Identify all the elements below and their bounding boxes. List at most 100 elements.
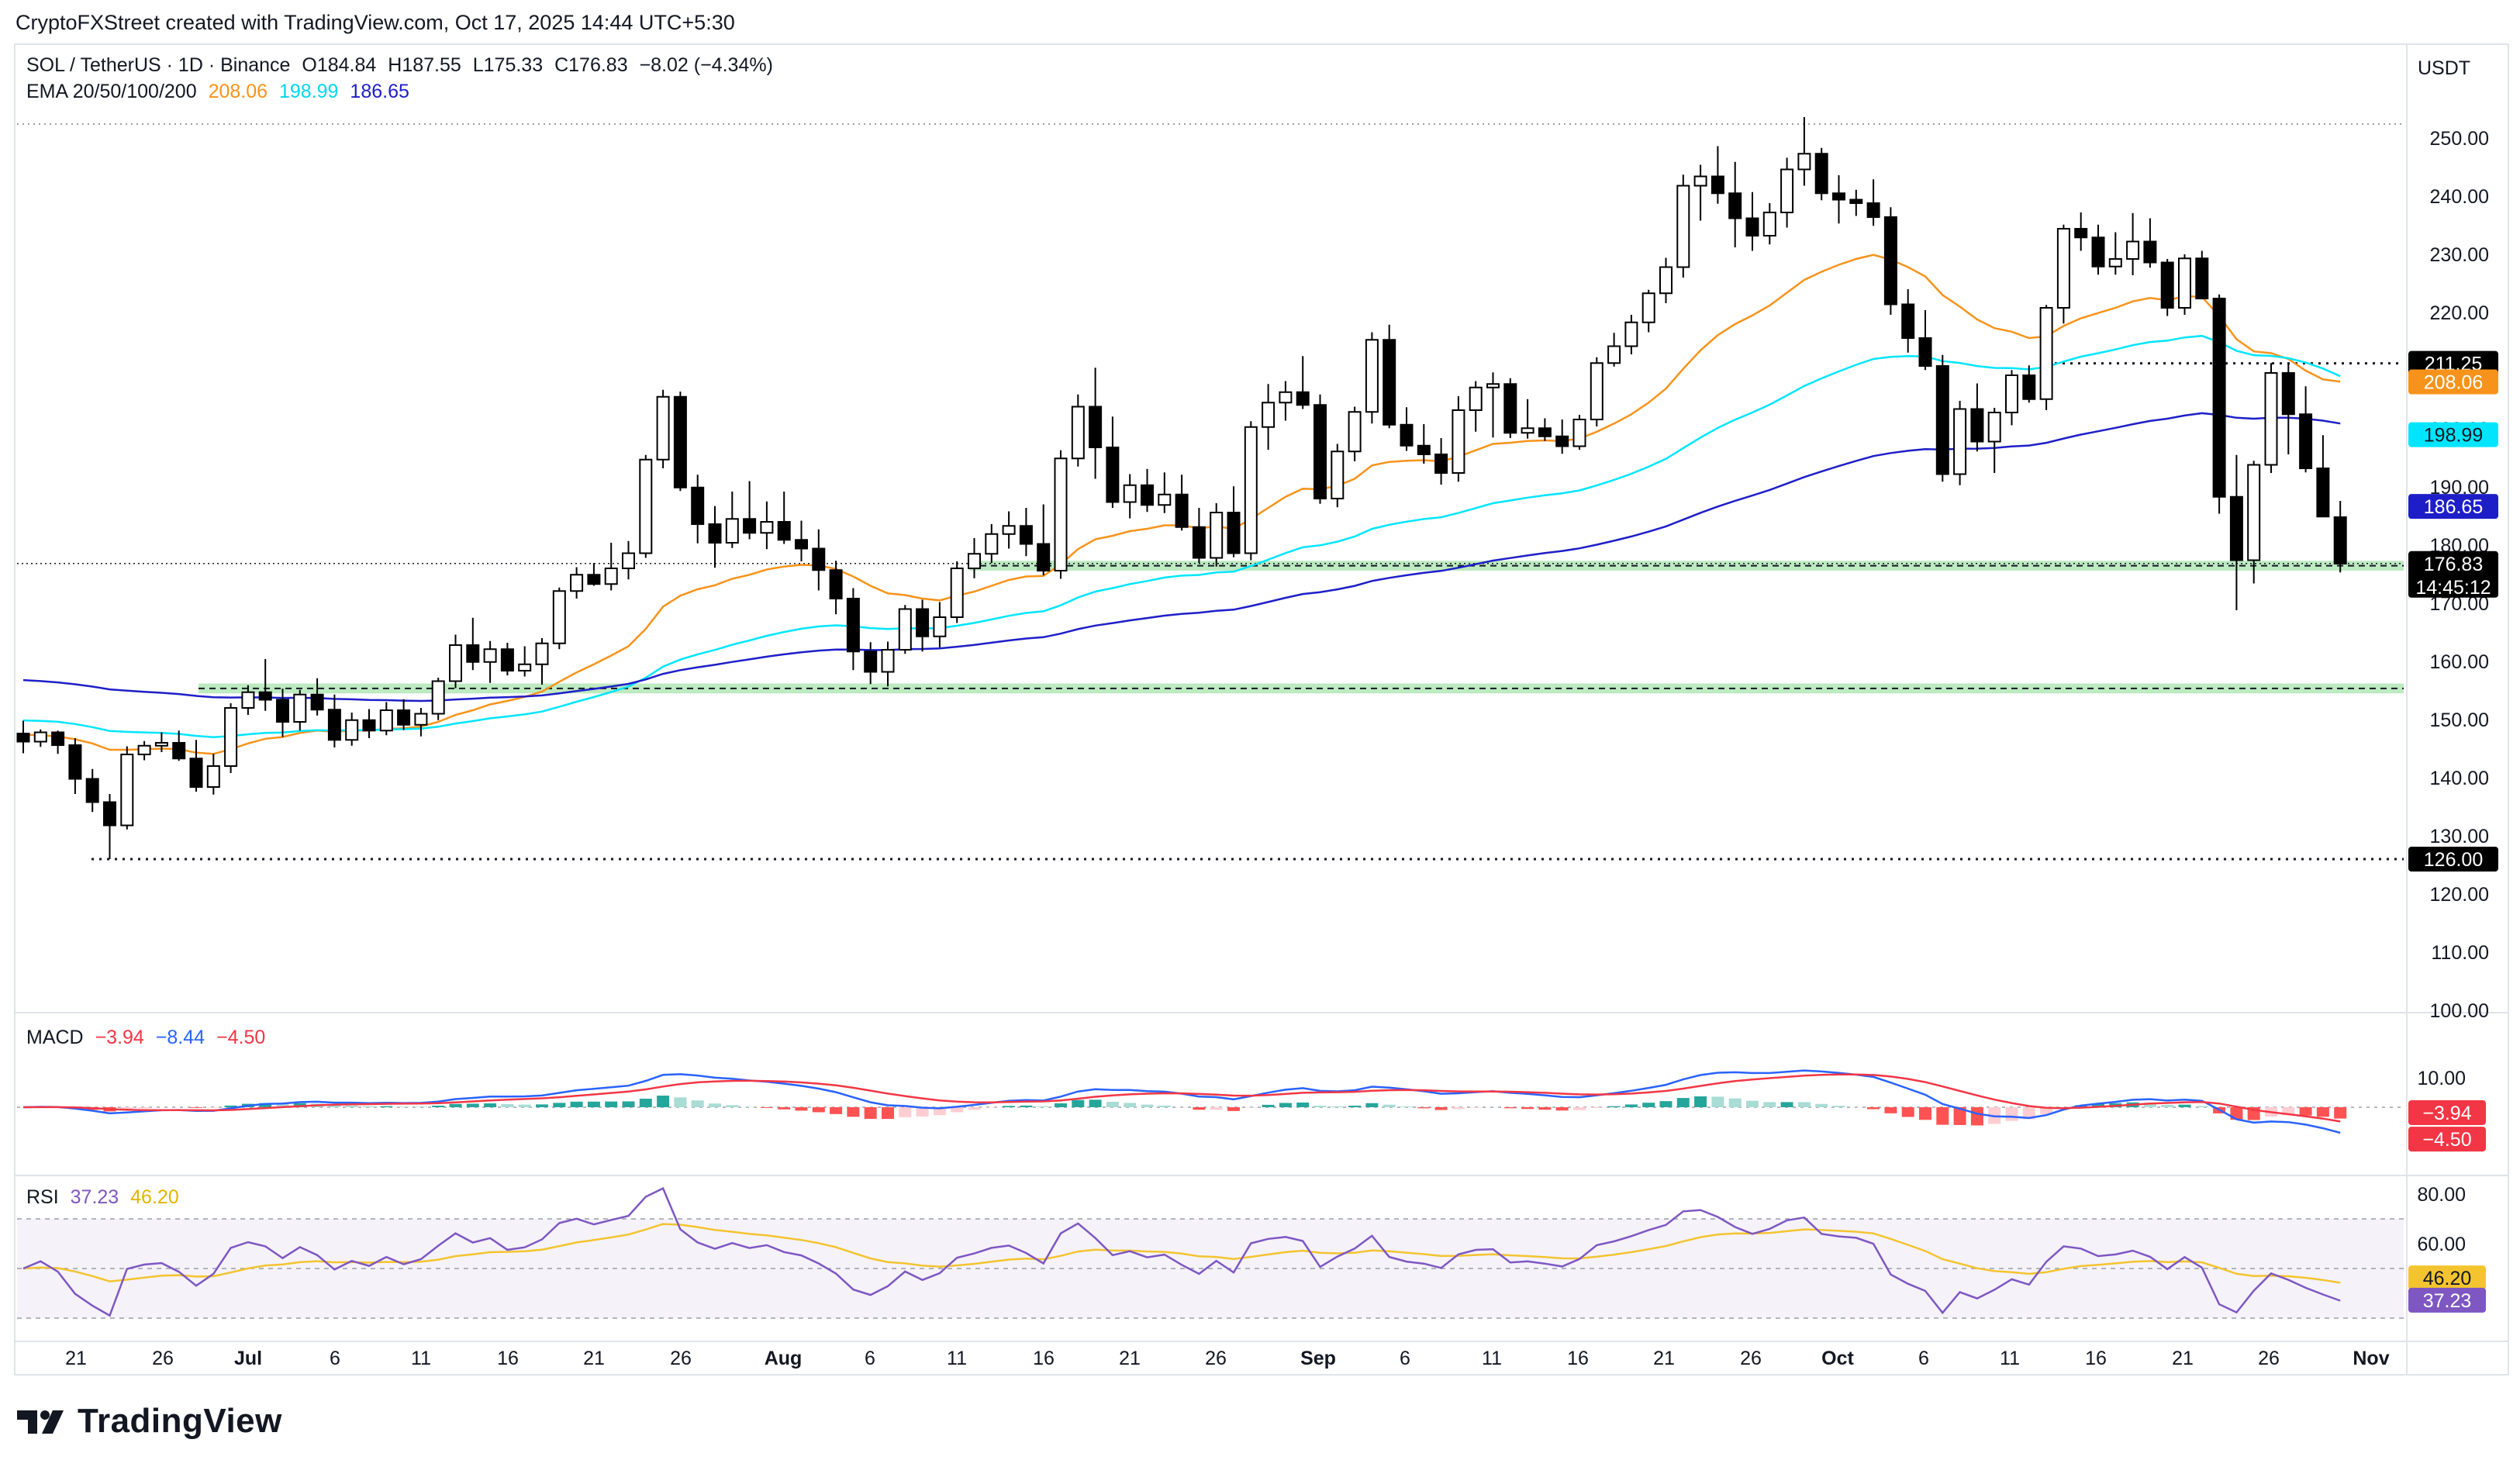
macd-histogram-bar (518, 1104, 531, 1107)
candle (1832, 175, 1845, 224)
ema-50-line (22, 334, 2341, 738)
candle-body (1849, 198, 1863, 204)
candle (812, 529, 826, 591)
candle (397, 699, 411, 730)
candle-body (2091, 236, 2105, 268)
macd-histogram-bar (1072, 1099, 1085, 1107)
macd-histogram-bar (916, 1107, 929, 1117)
time-tick-label: 26 (152, 1348, 174, 1369)
candle-body (2229, 495, 2243, 561)
candle (1780, 157, 1794, 228)
candle (1710, 146, 1724, 204)
macd-histogram-bar (466, 1103, 479, 1107)
candle-body (1331, 450, 1345, 499)
candle-body (2333, 516, 2347, 564)
candle (16, 720, 30, 754)
candle (1037, 504, 1051, 575)
candle (1883, 207, 1897, 315)
candle (864, 642, 878, 685)
macd-histogram-bar (224, 1105, 237, 1107)
macd-histogram-bar (2195, 1106, 2208, 1107)
candle-body (1797, 153, 1811, 171)
candle (1383, 324, 1396, 429)
macd-histogram-bar (2282, 1107, 2295, 1116)
candle (1106, 416, 1120, 508)
candle (570, 567, 584, 599)
macd-histogram-bar (1400, 1106, 1413, 1107)
candle (622, 540, 635, 580)
time-tick-label: 21 (2172, 1348, 2194, 1369)
macd-histogram-bar (778, 1107, 791, 1110)
time-tick-label: 6 (865, 1348, 875, 1369)
candle-body (189, 758, 203, 788)
macd-histogram-bar (1832, 1106, 1845, 1107)
price-tick-label: 240.00 (2430, 186, 2489, 208)
bar-countdown: 14:45:12 (2415, 577, 2491, 599)
macd-histogram-bar (1106, 1101, 1119, 1107)
macd-tick-label: 10.00 (2417, 1068, 2466, 1089)
candle-body (1296, 391, 1310, 406)
candle-body (1106, 447, 1120, 503)
candle (154, 732, 168, 752)
ema-value-orange: 208.06 (208, 81, 268, 102)
time-tick-label: 26 (1740, 1348, 1762, 1369)
time-tick-label: Sep (1300, 1348, 1336, 1369)
tradingview-brand: TradingView (78, 1402, 282, 1440)
candle-body (1019, 525, 1033, 545)
time-tick-label: 26 (670, 1348, 692, 1369)
candle-body (1227, 512, 1241, 554)
candle (1572, 415, 1586, 450)
candle-body (2074, 228, 2088, 239)
candle (172, 730, 186, 761)
candle-body (1469, 386, 1483, 411)
rsi-tick-label: 80.00 (2417, 1184, 2466, 1206)
candle (1054, 450, 1068, 579)
macd-histogram-bar (1797, 1102, 1811, 1107)
candle (2005, 370, 2018, 426)
candle (1002, 511, 1016, 549)
candle (1365, 332, 1379, 424)
macd-histogram-bar (1676, 1098, 1690, 1107)
candle-body (1728, 192, 1742, 219)
candle-body (172, 742, 186, 760)
candle-body (1693, 175, 1707, 187)
tradingview-logo[interactable]: TradingView (17, 1402, 282, 1441)
currency-unit[interactable]: USDT (2418, 57, 2471, 79)
candle-body (258, 691, 272, 701)
candle (1521, 399, 1534, 439)
candle (829, 561, 843, 615)
macd-histogram-bar (432, 1105, 445, 1107)
macd-histogram-bar (1296, 1102, 1310, 1107)
candle-body (1555, 435, 1569, 447)
candle (2264, 363, 2278, 473)
candle (1469, 381, 1483, 432)
rsi-value: 37.23 (70, 1186, 119, 1208)
macd-value-tag (2408, 1099, 2486, 1125)
candle-body (276, 699, 289, 723)
candle (1400, 407, 1414, 451)
macd-histogram-bar (1590, 1107, 1603, 1108)
macd-histogram-bar (1227, 1107, 1240, 1111)
candle-body (864, 651, 878, 673)
candle-body (1054, 457, 1068, 571)
candle-body (570, 574, 584, 592)
time-tick-label: 6 (330, 1348, 340, 1369)
candle (1901, 289, 1915, 353)
candle (241, 685, 255, 715)
candle-body (2022, 375, 2036, 400)
macd-histogram-bar (1884, 1107, 1897, 1113)
candle-body (85, 778, 99, 803)
time-tick-label: 16 (497, 1348, 519, 1369)
time-tick-label: 16 (2085, 1348, 2107, 1369)
candle (1970, 383, 1984, 452)
macd-histogram-bar (587, 1101, 600, 1107)
price-tag-label: 208.06 (2424, 372, 2483, 394)
candle (1866, 179, 1880, 226)
candle (103, 794, 116, 859)
macd-histogram-bar (726, 1105, 739, 1107)
macd-histogram-bar (812, 1107, 825, 1113)
candle-body (1762, 212, 1776, 236)
macd-histogram-bar (2316, 1107, 2329, 1117)
candle-body (241, 691, 255, 709)
